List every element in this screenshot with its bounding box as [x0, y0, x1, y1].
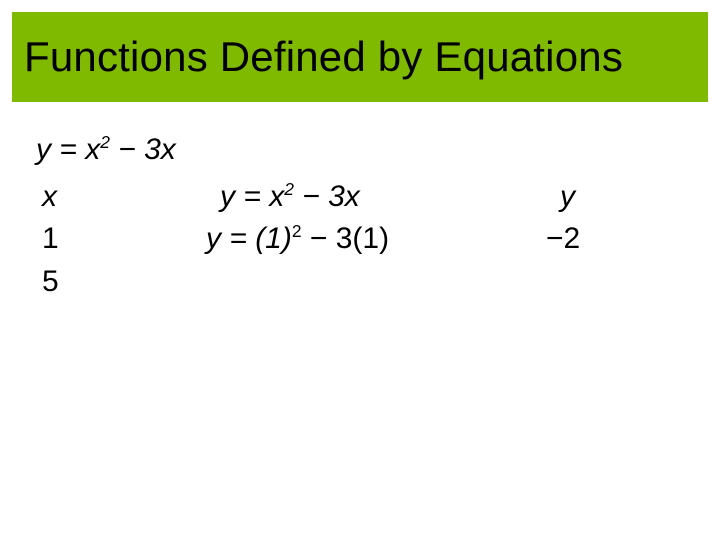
table-header-equation: y = x2 − 3x: [206, 177, 546, 218]
y-value: −2: [546, 222, 580, 255]
title-band: Functions Defined by Equations: [12, 12, 708, 102]
header-eq-suffix: − 3x: [294, 180, 360, 213]
header-eq-prefix: y = x: [220, 180, 284, 213]
equation-prefix: y = x: [36, 133, 100, 166]
table-row: [546, 262, 666, 303]
equation-definition: y = x2 − 3x: [36, 130, 684, 171]
x-value: 5: [42, 265, 59, 298]
row-eq-exponent: 2: [292, 221, 302, 241]
table-row: −2: [546, 219, 666, 260]
equation-suffix: − 3x: [110, 133, 176, 166]
header-eq-exponent: 2: [284, 179, 294, 199]
row-eq-suffix: − 3(1): [302, 222, 390, 255]
table-row: [206, 262, 546, 303]
slide: Functions Defined by Equations y = x2 − …: [0, 0, 720, 540]
table-row: 1: [36, 219, 206, 260]
slide-title: Functions Defined by Equations: [24, 33, 623, 81]
slide-body: y = x2 − 3x x y = x2 − 3x y 1 y = (1)2 −…: [36, 130, 684, 302]
value-table: x y = x2 − 3x y 1 y = (1)2 − 3(1) −2 5: [36, 177, 684, 303]
x-value: 1: [42, 222, 59, 255]
row-eq-prefix: y = (1): [206, 222, 292, 255]
equation-exponent: 2: [100, 132, 110, 152]
table-row: y = (1)2 − 3(1): [206, 219, 546, 260]
table-header-x: x: [36, 177, 206, 218]
table-row: 5: [36, 262, 206, 303]
table-header-y: y: [546, 177, 666, 218]
